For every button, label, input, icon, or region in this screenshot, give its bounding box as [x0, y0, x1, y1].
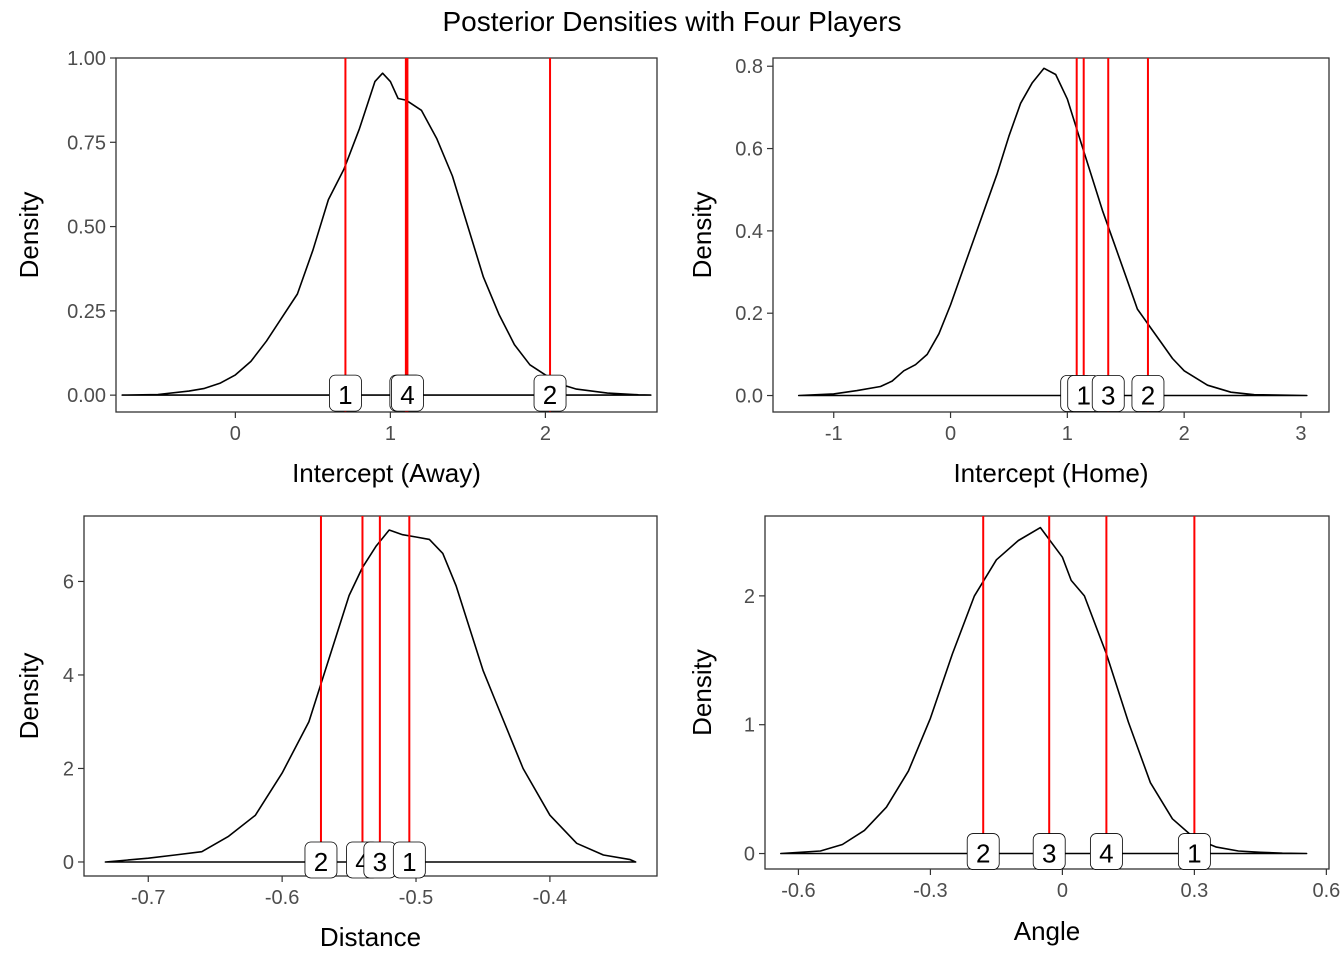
player-2-label-box [966, 833, 1000, 870]
y-tick-label: 0.25 [67, 301, 106, 323]
y-tick-label: 0.8 [735, 56, 763, 78]
player-3-label-box [1032, 833, 1066, 870]
x-tick-label: 0.6 [1312, 880, 1340, 902]
y-tick-label: 0.00 [67, 385, 106, 407]
x-tick-label: 3 [1295, 423, 1306, 445]
player-2-label-box [533, 374, 567, 412]
density-curve [104, 529, 637, 863]
y-tick-label: 0.6 [735, 139, 763, 161]
y-axis-title: Density [687, 192, 717, 279]
x-tick-label: 0 [945, 423, 956, 445]
player-1-label: 1 [338, 380, 352, 410]
x-tick-label: 1 [385, 423, 396, 445]
player-3-label-box [1091, 375, 1125, 412]
panel-border [772, 57, 1330, 413]
y-tick-label: 0.2 [735, 303, 763, 325]
x-tick-label: -0.5 [399, 887, 433, 909]
player-4-label: 4 [1099, 839, 1113, 869]
y-tick-label: 0.0 [735, 386, 763, 408]
density-curve [121, 72, 652, 396]
player-4-label: 4 [400, 380, 414, 410]
y-axis-title: Density [14, 653, 44, 740]
player-2-label-box [304, 841, 338, 879]
player-4-label-box [1089, 833, 1123, 870]
figure-title: Posterior Densities with Four Players [442, 6, 902, 37]
player-1-label: 1 [402, 847, 416, 877]
y-tick-label: 4 [63, 665, 74, 687]
y-tick-label: 0.75 [67, 132, 106, 154]
player-2-label-box [1131, 375, 1165, 412]
density-curve [780, 526, 1308, 855]
player-3-label: 3 [1042, 839, 1056, 869]
y-tick-label: 1 [744, 715, 755, 737]
y-tick-label: 0 [63, 852, 74, 874]
x-tick-label: 1 [1062, 423, 1073, 445]
y-axis-title: Density [14, 192, 44, 279]
y-tick-label: 0.4 [735, 221, 763, 243]
player-2-label: 2 [543, 380, 557, 410]
player-1-label-box [329, 374, 362, 412]
y-tick-label: 2 [63, 758, 74, 780]
x-axis-title: Intercept (Away) [292, 458, 481, 488]
x-tick-label: 2 [1179, 423, 1190, 445]
y-tick-label: 0.50 [67, 217, 106, 239]
x-tick-label: -0.3 [913, 880, 947, 902]
x-axis-title: Intercept (Home) [953, 458, 1148, 488]
player-1-label-box [1177, 833, 1211, 870]
y-tick-label: 0 [744, 844, 755, 866]
x-tick-label: 0.3 [1180, 880, 1208, 902]
x-axis-title: Angle [1014, 916, 1081, 946]
player-3-label: 3 [373, 847, 387, 877]
panel-4: -0.6 -0.3 0 0.3 0.6 0 1 2 Angle Density 2 3 4 1 [687, 515, 1340, 946]
player-1-label: 1 [1187, 839, 1201, 869]
x-tick-label: -0.6 [781, 880, 815, 902]
x-axis-title: Distance [320, 922, 421, 952]
y-axis-title: Density [687, 649, 717, 736]
x-tick-label: -0.4 [533, 887, 567, 909]
player-2-label: 2 [976, 839, 990, 869]
panel-1: 0 1 2 0.00 0.25 0.50 0.75 1.00 Intercept (Away) D… [14, 48, 658, 488]
panel-border [83, 515, 658, 877]
y-tick-label: 6 [63, 571, 74, 593]
player-3-label: 3 [1101, 381, 1115, 411]
y-tick-label: 2 [744, 586, 755, 608]
x-tick-label: -1 [825, 423, 843, 445]
player-4-label-box [391, 374, 424, 412]
x-tick-label: 0 [1057, 880, 1068, 902]
panel-border [115, 57, 658, 413]
y-tick-label: 1.00 [67, 48, 106, 70]
density-curve [797, 67, 1308, 397]
x-tick-label: -0.6 [265, 887, 299, 909]
player-1-label: 1 [1076, 381, 1090, 411]
player-1-label-box [392, 841, 426, 879]
x-tick-label: 0 [230, 423, 241, 445]
x-tick-label: 2 [540, 423, 551, 445]
player-2-label: 2 [1141, 381, 1155, 411]
panel-border [764, 515, 1330, 870]
player-2-label: 2 [314, 847, 328, 877]
x-tick-label: -0.7 [131, 887, 165, 909]
